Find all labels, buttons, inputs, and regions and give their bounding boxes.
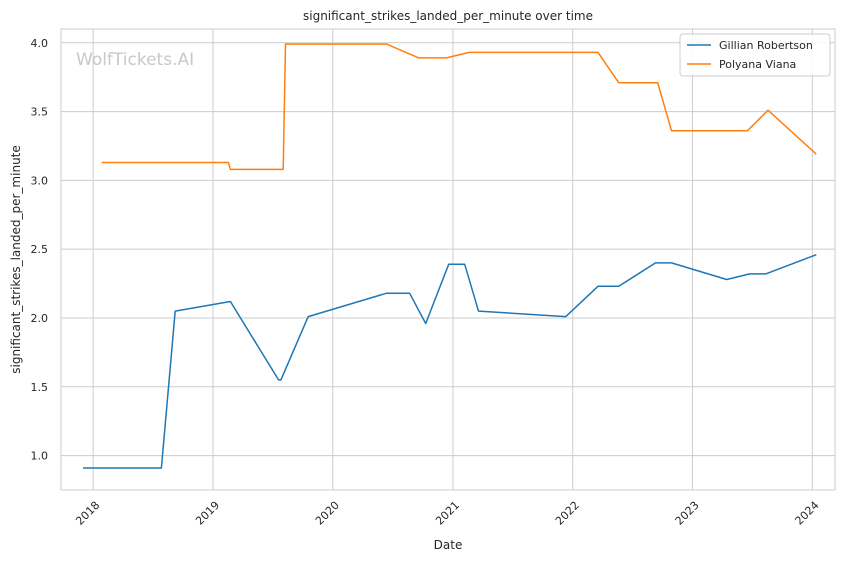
y-tick-label: 2.0: [31, 312, 49, 325]
legend: Gillian Robertson Polyana Viana: [679, 33, 831, 77]
legend-box: [679, 33, 831, 77]
y-tick-label: 2.5: [31, 243, 49, 256]
watermark: WolfTickets.AI: [76, 50, 194, 70]
series-line-gillian-robertson: [83, 253, 817, 469]
chart-title: significant_strikes_landed_per_minute ov…: [303, 9, 593, 23]
series: [83, 43, 817, 469]
y-tick-label: 4.0: [31, 37, 49, 50]
series-line-polyana-viana: [101, 43, 817, 171]
y-tick-label: 3.0: [31, 174, 49, 187]
x-axis-title: Date: [434, 538, 463, 552]
y-axis-ticks: 1.0 1.5 2.0 2.5 3.0 3.5 4.0: [31, 37, 49, 463]
y-tick-label: 1.0: [31, 450, 49, 463]
y-tick-label: 3.5: [31, 106, 49, 119]
y-axis-title: significant_strikes_landed_per_minute: [9, 145, 23, 374]
legend-label-polyana-viana: Polyana Viana: [719, 58, 796, 71]
plot-frame: [60, 28, 836, 491]
y-tick-label: 1.5: [31, 381, 49, 394]
legend-label-gillian-robertson: Gillian Robertson: [719, 39, 813, 52]
